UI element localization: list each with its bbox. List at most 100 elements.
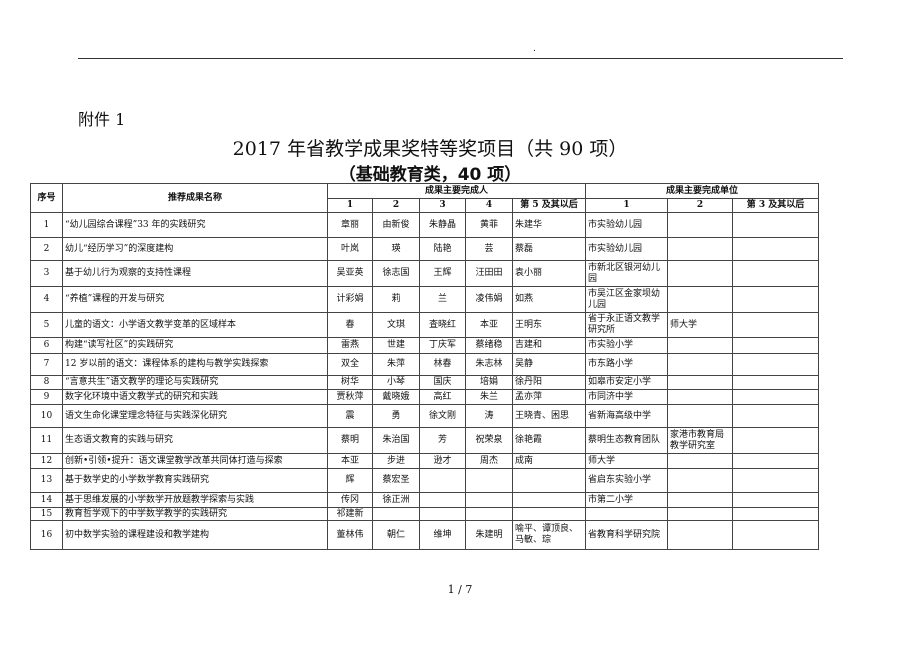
cell-person: 徐丹阳: [512, 375, 586, 390]
cell-unit: [667, 520, 733, 550]
cell-person: 陆艳: [419, 237, 466, 261]
cell-seq: 6: [30, 337, 63, 354]
cell-person: 吉建和: [512, 337, 586, 354]
cell-person: 徐志国: [372, 260, 420, 287]
cell-seq: 7: [30, 353, 63, 376]
cell-seq: 9: [30, 389, 63, 405]
cell-person: 朱静晶: [419, 212, 466, 238]
cell-unit: [667, 492, 733, 508]
document-title: 2017 年省教学成果奖特等奖项目（共 90 项）: [232, 138, 628, 160]
cell-person: 汪田田: [465, 260, 513, 287]
cell-person: 高红: [419, 389, 466, 405]
cell-unit: [667, 404, 733, 428]
header-units: 成果主要完成单位: [585, 183, 819, 199]
table-row: 3 基于幼儿行为观察的支持性课程 吴亚英 徐志国 王辉 汪田田 袁小丽 市新北区银河幼儿园: [30, 260, 819, 287]
cell-unit: 市实验小学: [585, 337, 668, 354]
cell-name: 基于数学史的小学数学教育实践研究: [62, 468, 328, 493]
cell-person: [512, 468, 586, 493]
header-unit-col: 2: [667, 198, 733, 213]
cell-person: 本亚: [327, 453, 373, 469]
cell-name: 儿童的语文：小学语文教学变革的区域样本: [62, 312, 328, 338]
cell-person: 吴静: [512, 353, 586, 376]
cell-person: [419, 468, 466, 493]
cell-person: 小琴: [372, 375, 420, 390]
cell-person: 朝仁: [372, 520, 420, 550]
cell-unit: 市第二小学: [585, 492, 668, 508]
table-row: 9 数字化环境中语文教学式的研究和实践 贾秋萍 戴晓娥 高红 朱兰 孟亦萍 市同济中学: [30, 389, 819, 405]
table-row: 11 生态语文教育的实践与研究 蔡明 朱治国芳祝荣泉 徐艳霞 蔡明生态教育团队 家港市教育局…: [30, 427, 819, 454]
cell-name: 语文生命化课堂理念特征与实践深化研究: [62, 404, 328, 428]
header-mark: .: [533, 44, 536, 54]
header-person-col: 1: [327, 198, 373, 213]
cell-seq: 11: [30, 427, 63, 454]
cell-person: [372, 507, 420, 521]
header-unit-col: 1: [585, 198, 668, 213]
cell-unit: [732, 453, 819, 469]
cell-person: 世建: [372, 337, 420, 354]
cell-name: 创新•引领•提升：语文课堂教学改革共同体打造与探索: [62, 453, 328, 469]
cell-unit: [732, 520, 819, 550]
cell-person: 戴晓娥: [372, 389, 420, 405]
header-person-col: 2: [372, 198, 420, 213]
cell-person: 莉: [372, 286, 420, 313]
cell-name: “言意共生”语文教学的理论与实践研究: [62, 375, 328, 390]
cell-person: 雷燕: [327, 337, 373, 354]
table-row: 13 基于数学史的小学数学教育实践研究辉蔡宏圣 省启东实验小学: [30, 468, 819, 493]
cell-person: 丁庆军: [419, 337, 466, 354]
cell-name: 基于幼儿行为观察的支持性课程: [62, 260, 328, 287]
cell-name: 初中数学实验的课程建设和教学建构: [62, 520, 328, 550]
cell-seq: 1: [30, 212, 63, 238]
cell-person: 逊才: [419, 453, 466, 469]
cell-person: 凌伟娟: [465, 286, 513, 313]
cell-person: 林春: [419, 353, 466, 376]
cell-seq: 4: [30, 286, 63, 313]
cell-person: [419, 492, 466, 508]
cell-name: 教育哲学观下的中学数学教学的实践研究: [62, 507, 328, 521]
cell-person: 辉: [327, 468, 373, 493]
cell-unit: [732, 427, 819, 454]
cell-name: “幼儿园综合课程”33 年的实践研究: [62, 212, 328, 238]
cell-unit: 师大学: [585, 453, 668, 469]
cell-unit: [732, 492, 819, 508]
cell-unit: 市新北区银河幼儿园: [585, 260, 668, 287]
cell-person: [465, 492, 513, 508]
cell-person: 如燕: [512, 286, 586, 313]
header-unit-col: 第 3 及其以后: [732, 198, 819, 213]
cell-seq: 16: [30, 520, 63, 550]
cell-name: 数字化环境中语文教学式的研究和实践: [62, 389, 328, 405]
table-row: 4 “养植”课程的开发与研究 计彩娟莉兰凌伟娟 如燕 市吴江区金家坝幼儿园: [30, 286, 819, 313]
cell-person: 袁小丽: [512, 260, 586, 287]
cell-unit: [667, 286, 733, 313]
cell-person: 徐文刚: [419, 404, 466, 428]
cell-name: 基于思维发展的小学数学开放题教学探索与实践: [62, 492, 328, 508]
table-row: 2 幼儿“经历学习”的深度建构 叶岚瑛陆艳芸蔡磊 市实验幼儿园: [30, 237, 819, 261]
document-subtitle: （基础教育类，40 项）: [338, 165, 522, 185]
header-rule: [78, 58, 843, 59]
cell-unit: [732, 237, 819, 261]
attachment-label: 附件 1: [78, 110, 126, 129]
cell-unit: [667, 468, 733, 493]
cell-unit: 市吴江区金家坝幼儿园: [585, 286, 668, 313]
cell-unit: [667, 337, 733, 354]
cell-person: 贾秋萍: [327, 389, 373, 405]
cell-person: 朱建华: [512, 212, 586, 238]
cell-person: 树华: [327, 375, 373, 390]
cell-person: 传冈: [327, 492, 373, 508]
cell-person: [465, 507, 513, 521]
cell-person: 王辉: [419, 260, 466, 287]
cell-person: 朱建明: [465, 520, 513, 550]
cell-seq: 8: [30, 375, 63, 390]
cell-seq: 13: [30, 468, 63, 493]
cell-person: 文琪: [372, 312, 420, 338]
cell-person: 黄菲: [465, 212, 513, 238]
table-row: 15 教育哲学观下的中学数学教学的实践研究 祁建新: [30, 507, 819, 521]
cell-unit: 省于永正语文教学研究所: [585, 312, 668, 338]
cell-unit: [667, 389, 733, 405]
cell-unit: [732, 260, 819, 287]
cell-person: 兰: [419, 286, 466, 313]
cell-person: 王晓青、困思: [512, 404, 586, 428]
cell-person: 祝荣泉: [465, 427, 513, 454]
cell-unit: [667, 375, 733, 390]
cell-name: 构建“读写社区”的实践研究: [62, 337, 328, 354]
